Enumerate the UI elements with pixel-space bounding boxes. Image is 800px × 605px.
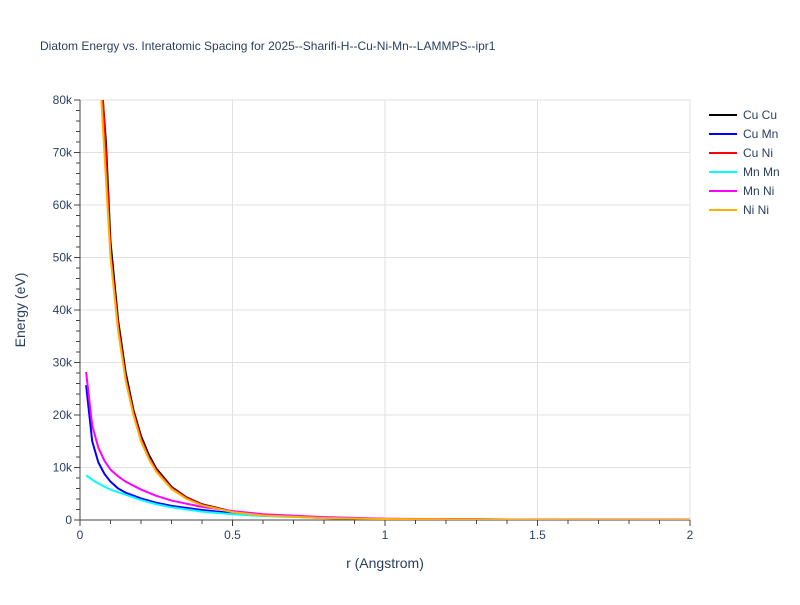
legend-item-ni-ni[interactable]: Ni Ni <box>709 203 769 217</box>
y-tick-label: 10k <box>53 461 73 475</box>
grid-lines <box>80 99 691 520</box>
x-tick-label: 0 <box>77 528 84 542</box>
y-tick-label: 60k <box>53 198 73 212</box>
x-tick-label: 1 <box>382 528 389 542</box>
legend-label: Mn Ni <box>743 184 774 198</box>
legend[interactable]: Cu Cu Cu Mn Cu Ni Mn Mn Mn Ni Ni Ni <box>709 108 780 217</box>
legend-item-mn-ni[interactable]: Mn Ni <box>709 184 774 198</box>
x-tick-label: 2 <box>687 528 694 542</box>
legend-label: Mn Mn <box>743 165 780 179</box>
legend-label: Cu Ni <box>743 146 773 160</box>
y-axis-label: Energy (eV) <box>12 273 28 348</box>
y-tick-label: 0 <box>65 513 72 527</box>
x-tick-label: 1.5 <box>529 528 546 542</box>
y-tick-label: 70k <box>53 146 73 160</box>
y-tick-label: 20k <box>53 408 73 422</box>
legend-item-mn-mn[interactable]: Mn Mn <box>709 165 780 179</box>
legend-item-cu-mn[interactable]: Cu Mn <box>709 127 778 141</box>
y-tick-label: 30k <box>53 356 73 370</box>
y-tick-label: 50k <box>53 251 73 265</box>
chart-title: Diatom Energy vs. Interatomic Spacing fo… <box>40 39 496 53</box>
x-axis-label: r (Angstrom) <box>346 555 424 571</box>
legend-label: Ni Ni <box>743 203 769 217</box>
y-tick-label: 80k <box>53 93 73 107</box>
series-line-ni-ni <box>100 100 690 520</box>
legend-item-cu-cu[interactable]: Cu Cu <box>709 108 777 122</box>
series-lines <box>85 100 690 520</box>
legend-item-cu-ni[interactable]: Cu Ni <box>709 146 773 160</box>
y-tick-label: 40k <box>53 303 73 317</box>
legend-label: Cu Cu <box>743 108 777 122</box>
x-tick-label: 0.5 <box>224 528 241 542</box>
legend-label: Cu Mn <box>743 127 778 141</box>
